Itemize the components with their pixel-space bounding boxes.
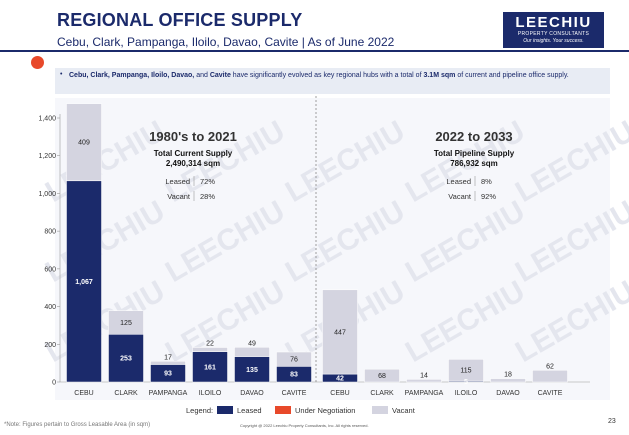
data-label-vacant: 125 (120, 320, 132, 327)
bar-vacant-iloilo (448, 359, 484, 382)
page-title: REGIONAL OFFICE SUPPLY (57, 10, 303, 30)
panel-period-pipeline: 2022 to 2033 (435, 129, 512, 144)
legend-label-vacant: Vacant (392, 406, 416, 415)
y-tick-label: 200 (44, 342, 56, 349)
x-tick-label: CLARK (114, 390, 138, 397)
data-label-leased: 83 (290, 372, 298, 379)
x-tick-label: CEBU (330, 390, 349, 397)
panel-supply-label-current: Total Current Supply (154, 149, 233, 158)
data-label-vacant: 14 (420, 372, 428, 379)
data-label-vacant: 18 (504, 372, 512, 379)
data-label-leased: 5 (464, 379, 468, 386)
data-label-vacant: 68 (378, 373, 386, 380)
logo-tagline: Our insights. Your success. (523, 38, 584, 44)
x-tick-label: CEBU (74, 390, 93, 397)
bar-vacant-davao (234, 347, 270, 357)
panel-stat-label: Vacant (448, 192, 472, 201)
legend-label-leased: Leased (237, 406, 262, 415)
data-label-vacant: 22 (206, 340, 214, 347)
logo-name: LEECHIU (515, 14, 592, 31)
data-label-vacant: 17 (164, 354, 172, 361)
x-tick-label: ILOILO (455, 390, 478, 397)
bar-vacant-clark (108, 310, 144, 335)
data-label-vacant: 76 (290, 357, 298, 364)
bar-vacant-davao (490, 378, 526, 383)
bar-leased-cebu (66, 180, 102, 383)
x-tick-label: DAVAO (496, 390, 520, 397)
legend-swatch-leased (217, 406, 233, 414)
data-label-vacant: 115 (460, 368, 471, 375)
panel-stat-label: Vacant (167, 192, 191, 201)
data-label-leased: 1,067 (75, 279, 93, 286)
bar-vacant-clark (364, 368, 400, 383)
y-tick-label: 400 (44, 304, 56, 311)
summary-box (55, 68, 610, 94)
summary-cavite: Cavite (209, 72, 231, 79)
bar-leased-iloilo (192, 351, 228, 383)
panel-stat-value: 28% (200, 192, 215, 201)
panel-supply-label-pipeline: Total Pipeline Supply (434, 149, 515, 158)
y-tick-label: 0 (52, 380, 56, 387)
data-label-vacant: 49 (248, 340, 256, 347)
bar-vacant-pampanga (406, 379, 442, 383)
page-subtitle: Cebu, Clark, Pampanga, Iloilo, Davao, Ca… (57, 35, 395, 49)
legend-swatch-under_negotiation (275, 406, 291, 414)
data-label-vacant: 62 (546, 363, 554, 370)
bar-vacant-cavite (276, 351, 312, 367)
legend-swatch-vacant (372, 406, 388, 414)
y-tick-label: 600 (44, 266, 56, 273)
panel-stat-value: 92% (481, 192, 496, 201)
x-tick-label: PAMPANGA (149, 390, 188, 397)
panel-stat-value: 72% (200, 177, 215, 186)
bar-leased-davao (234, 356, 270, 383)
company-logo: LEECHIU PROPERTY CONSULTANTS Our insight… (503, 12, 604, 48)
panel-supply-value-pipeline: 786,932 sqm (450, 159, 498, 168)
bar-leased-clark (108, 334, 144, 383)
x-tick-label: CAVITE (538, 390, 563, 397)
y-tick-label: 1,400 (38, 116, 56, 123)
bar-vacant-cebu (322, 289, 358, 375)
data-label-vacant: 409 (78, 140, 90, 147)
summary-middle: have significantly evolved as key region… (230, 72, 424, 79)
logo-subtitle: PROPERTY CONSULTANTS (517, 31, 590, 37)
x-tick-label: PAMPANGA (405, 390, 444, 397)
x-tick-label: DAVAO (240, 390, 264, 397)
panel-supply-value-current: 2,490,314 sqm (166, 159, 220, 168)
x-tick-label: CAVITE (282, 390, 307, 397)
summary-suffix: of current and pipeline office supply. (455, 72, 569, 79)
copyright: Copyright @ 2022 Leechiu Property Consul… (240, 423, 369, 428)
summary-text: Cebu, Clark, Pampanga, Iloilo, Davao, an… (69, 71, 604, 81)
x-tick-label: ILOILO (199, 390, 222, 397)
accent-dot (31, 56, 44, 69)
footnote: *Note: Figures pertain to Gross Leasable… (4, 422, 151, 428)
data-label-leased: 253 (120, 356, 132, 363)
summary-prefix: Cebu, Clark, Pampanga, Iloilo, Davao, (69, 72, 195, 79)
panel-period-current: 1980's to 2021 (149, 129, 237, 144)
data-label-leased: 93 (164, 371, 172, 378)
header-divider (0, 50, 629, 52)
panel-stat-label: Leased (446, 177, 471, 186)
y-tick-label: 1,200 (38, 153, 56, 160)
bar-vacant-pampanga (150, 361, 186, 365)
legend-title: Legend: (186, 406, 213, 415)
panel-stat-value: 8% (481, 177, 492, 186)
bar-vacant-iloilo (192, 347, 228, 352)
data-label-leased: 42 (336, 376, 344, 383)
data-label-leased: 135 (246, 367, 258, 374)
page-number: 23 (608, 418, 616, 425)
bar-vacant-cavite (532, 370, 568, 383)
x-tick-label: CLARK (370, 390, 394, 397)
bar-vacant-cebu (66, 103, 102, 182)
data-label-vacant: 447 (334, 329, 346, 336)
summary-and: and (194, 72, 210, 79)
data-label-leased: 161 (204, 364, 216, 371)
y-tick-label: 800 (44, 229, 56, 236)
y-tick-label: 1,000 (38, 191, 56, 198)
summary-total: 3.1M sqm (423, 72, 456, 79)
bullet-icon: • (60, 71, 63, 78)
legend-label-under_negotiation: Under Negotiation (295, 406, 355, 415)
panel-stat-label: Leased (165, 177, 190, 186)
